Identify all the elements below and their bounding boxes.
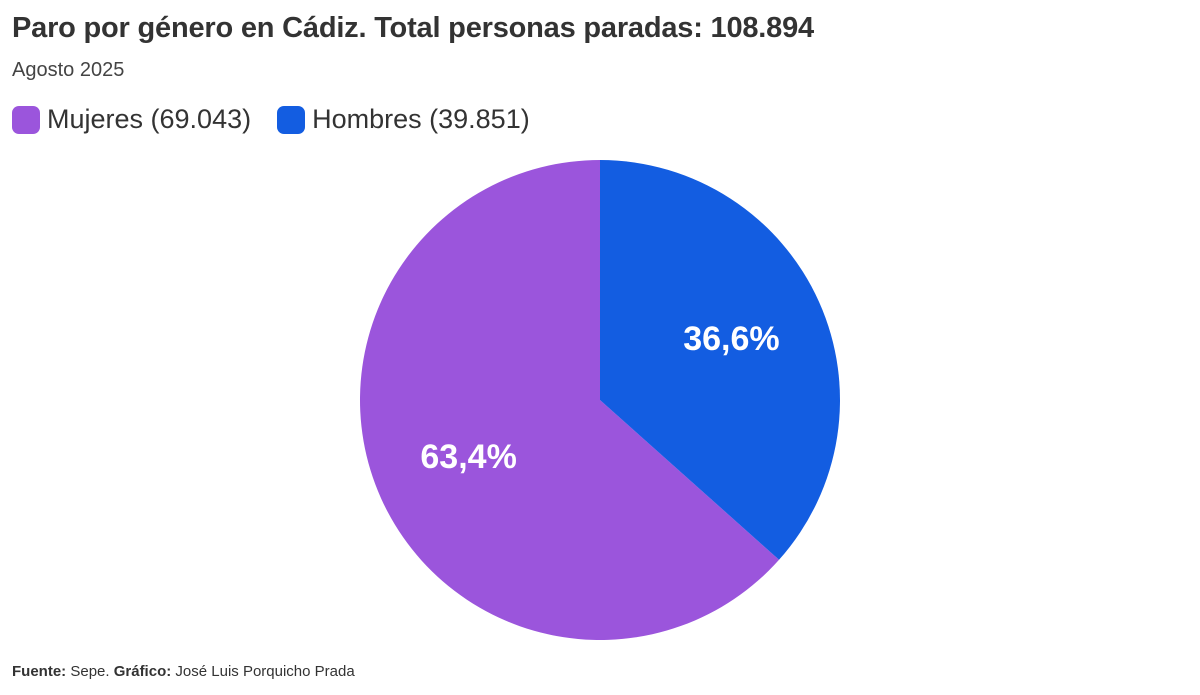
footer-source-label: Fuente: <box>12 663 67 680</box>
chart-legend: Mujeres (69.043) Hombres (39.851) <box>12 104 530 135</box>
legend-label-hombres: Hombres (39.851) <box>312 104 530 134</box>
pie-slice-hombres[interactable] <box>600 160 840 560</box>
legend-item-hombres[interactable]: Hombres (39.851) <box>277 104 530 135</box>
pie-labels: 63,4% 36,6% <box>420 320 779 476</box>
footer-credit-label: Gráfico: <box>113 663 172 680</box>
chart-title: Paro por género en Cádiz. Total personas… <box>12 12 814 44</box>
pie-label-hombres: 36,6% <box>683 320 779 358</box>
footer-source-value: Sepe. <box>70 663 110 680</box>
legend-swatch-hombres <box>277 105 306 134</box>
pie-slices <box>359 160 840 640</box>
footer-credit-value: José Luis Porquicho Prada <box>175 663 355 680</box>
pie-label-mujeres: 63,4% <box>420 438 516 476</box>
legend-item-mujeres[interactable]: Mujeres (69.043) <box>12 104 251 135</box>
pie-slice-mujeres[interactable] <box>359 160 780 640</box>
legend-label-mujeres: Mujeres (69.043) <box>47 104 252 134</box>
chart-subtitle: Agosto 2025 <box>12 59 125 81</box>
chart-footer: Fuente: Sepe. Gráfico: José Luis Porquic… <box>12 663 355 680</box>
legend-swatch-mujeres <box>12 105 40 134</box>
